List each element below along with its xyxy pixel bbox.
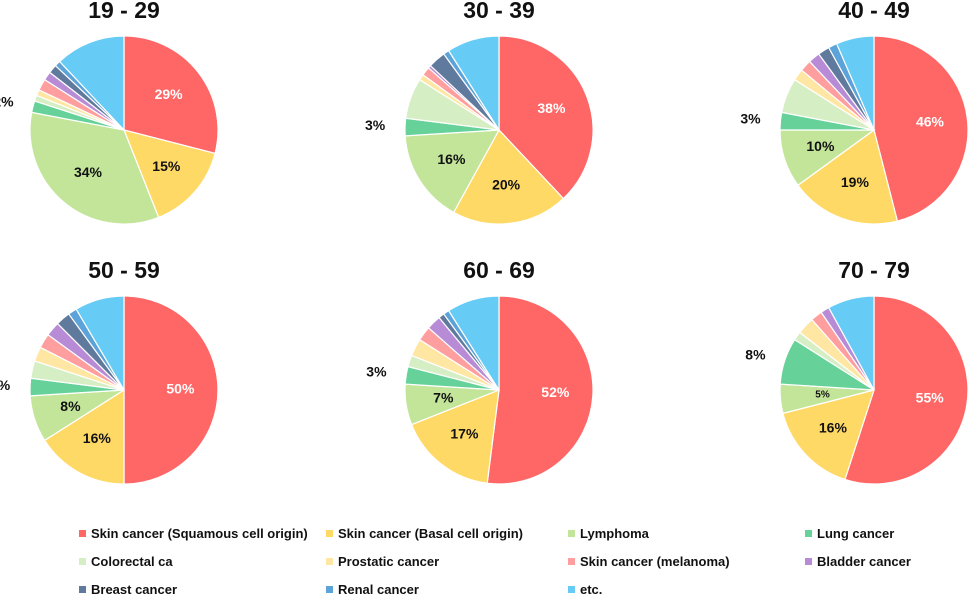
legend-swatch (326, 585, 333, 593)
legend-item-skin-cancer-squamous-cell-origin: Skin cancer (Squamous cell origin) (79, 523, 308, 543)
data-label-skin-cancer-squamous-cell-origin: 55% (916, 390, 945, 406)
panel-title: 70 - 79 (838, 257, 910, 283)
pie-panel-19-29: 19 - 29 29% 15% 34% 2% (0, 0, 219, 225)
slice-etc (75, 295, 125, 393)
slice-skin-cancer-squamous-cell-origin (498, 35, 594, 200)
panel-title: 50 - 59 (88, 257, 160, 283)
data-label-lung-cancer: 3% (740, 110, 761, 126)
data-label-lung-cancer: 8% (745, 347, 766, 363)
data-label-lymphoma: 16% (437, 151, 466, 167)
data-label-skin-cancer-basal-cell-origin: 19% (841, 174, 870, 190)
data-label-skin-cancer-squamous-cell-origin: 46% (916, 114, 945, 130)
legend-swatch (805, 529, 812, 537)
data-label-lymphoma: 34% (74, 164, 103, 180)
legend-label: Skin cancer (Basal cell origin) (338, 525, 523, 541)
slice-skin-cancer-squamous-cell-origin (123, 35, 219, 155)
panel-title: 60 - 69 (463, 257, 535, 283)
legend-label: Breast cancer (91, 581, 177, 597)
legend-label: Skin cancer (Squamous cell origin) (91, 525, 308, 541)
slice-skin-cancer-squamous-cell-origin (873, 35, 969, 222)
legend-swatch (568, 585, 575, 593)
slice-skin-cancer-basal-cell-origin (797, 128, 899, 225)
data-label-skin-cancer-squamous-cell-origin: 29% (155, 86, 184, 102)
legend-item-etc: etc. (568, 579, 602, 599)
panel-title: 19 - 29 (88, 0, 160, 23)
legend-label: Bladder cancer (817, 553, 911, 569)
data-label-lung-cancer: 3% (0, 377, 11, 393)
slice-lymphoma (29, 111, 160, 225)
legend-item-breast-cancer: Breast cancer (79, 579, 177, 599)
slice-skin-cancer-squamous-cell-origin (486, 295, 594, 485)
slice-skin-cancer-basal-cell-origin (43, 388, 125, 485)
data-label-skin-cancer-basal-cell-origin: 15% (152, 158, 181, 174)
panel-title: 40 - 49 (838, 0, 910, 23)
legend: Skin cancer (Squamous cell origin) Skin c… (0, 520, 969, 599)
legend-swatch (805, 557, 812, 565)
slice-skin-cancer-basal-cell-origin (782, 389, 875, 481)
legend-swatch (326, 529, 333, 537)
slice-etc (447, 295, 500, 393)
legend-swatch (568, 557, 575, 565)
data-label-skin-cancer-basal-cell-origin: 20% (492, 177, 521, 193)
data-label-skin-cancer-squamous-cell-origin: 52% (541, 384, 570, 400)
slice-etc (835, 35, 875, 131)
pie-panel-60-69: 60 - 69 52% 17% 7% 3% (366, 257, 594, 485)
legend-item-lung-cancer: Lung cancer (805, 523, 894, 543)
legend-item-prostatic-cancer: Prostatic cancer (326, 551, 439, 571)
slice-lymphoma (404, 129, 501, 214)
slice-etc (58, 35, 125, 132)
slice-skin-cancer-basal-cell-origin (410, 389, 500, 484)
legend-item-skin-cancer-basal-cell-origin: Skin cancer (Basal cell origin) (326, 523, 523, 543)
slice-skin-cancer-squamous-cell-origin (123, 295, 219, 485)
legend-item-lymphoma: Lymphoma (568, 523, 649, 543)
slice-skin-cancer-basal-cell-origin (123, 129, 216, 219)
data-label-skin-cancer-basal-cell-origin: 16% (819, 419, 848, 435)
legend-item-renal-cancer: Renal cancer (326, 579, 419, 599)
data-label-lymphoma: 10% (806, 138, 835, 154)
data-label-lung-cancer: 3% (366, 364, 387, 380)
data-label-lung-cancer: 2% (0, 93, 14, 109)
legend-swatch (79, 557, 86, 565)
panel-title: 30 - 39 (463, 0, 535, 23)
slice-skin-cancer-squamous-cell-origin (844, 295, 969, 485)
legend-swatch (326, 557, 333, 565)
legend-swatch (79, 529, 86, 537)
data-label-skin-cancer-basal-cell-origin: 16% (83, 430, 112, 446)
data-label-lung-cancer: 3% (365, 117, 386, 133)
data-label-lymphoma: 7% (433, 390, 454, 406)
pie-panel-70-79: 70 - 79 55% 16% 5% 8% (745, 257, 969, 485)
legend-item-colorectal-ca: Colorectal ca (79, 551, 173, 571)
data-label-lymphoma: 8% (60, 398, 81, 414)
data-label-skin-cancer-basal-cell-origin: 17% (450, 425, 479, 441)
legend-label: Renal cancer (338, 581, 419, 597)
legend-item-skin-cancer-melanoma: Skin cancer (melanoma) (568, 551, 730, 571)
legend-label: Colorectal ca (91, 553, 173, 569)
pie-panel-40-49: 40 - 49 46% 19% 10% 3% (740, 0, 969, 225)
data-label-skin-cancer-squamous-cell-origin: 50% (166, 381, 195, 397)
slice-etc (447, 35, 500, 133)
legend-label: etc. (580, 581, 603, 597)
pie-panel-30-39: 30 - 39 38% 20% 16% 3% (365, 0, 594, 225)
slice-skin-cancer-basal-cell-origin (452, 128, 565, 225)
legend-item-bladder-cancer: Bladder cancer (805, 551, 911, 571)
legend-label: Lymphoma (580, 525, 649, 541)
legend-label: Lung cancer (817, 525, 895, 541)
legend-swatch (568, 529, 575, 537)
legend-label: Skin cancer (melanoma) (580, 553, 730, 569)
legend-swatch (79, 585, 86, 593)
data-label-lymphoma: 5% (815, 390, 830, 401)
slice-etc (827, 295, 875, 391)
data-label-skin-cancer-squamous-cell-origin: 38% (537, 100, 566, 116)
pie-panel-50-59: 50 - 59 50% 16%8% 3% (0, 257, 219, 485)
legend-label: Prostatic cancer (338, 553, 440, 569)
